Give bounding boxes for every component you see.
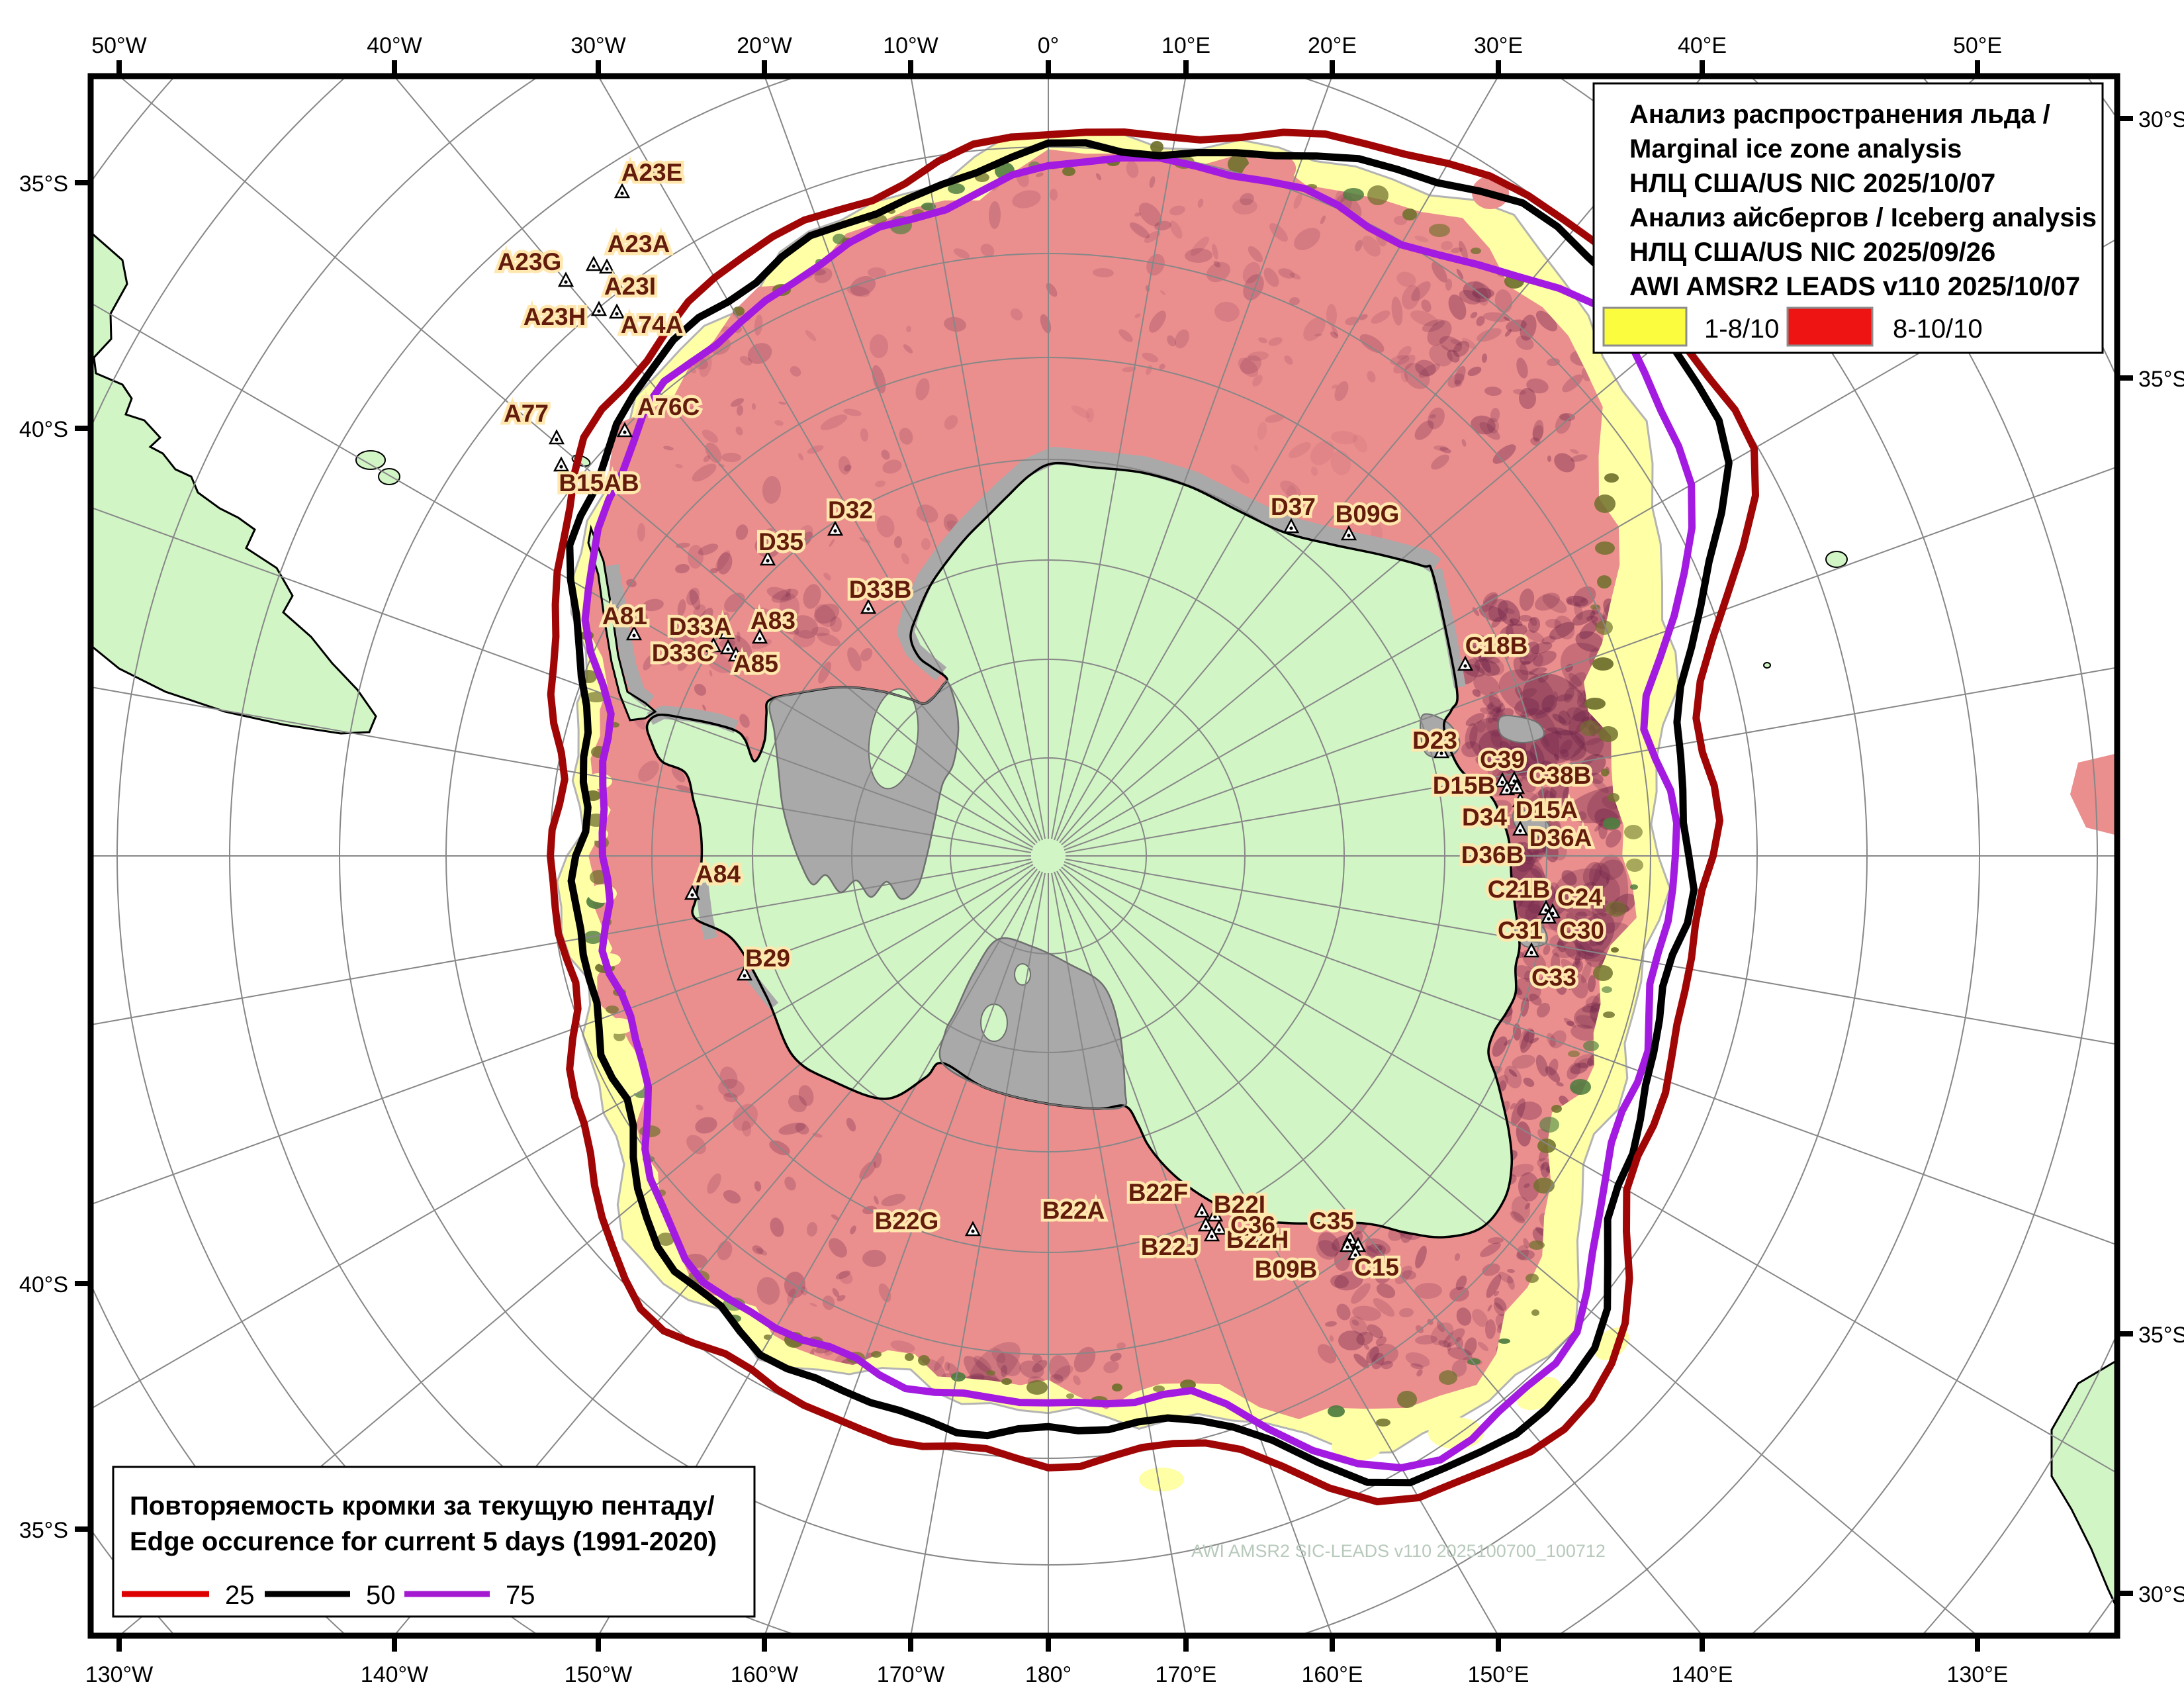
svg-text:Анализ распространения льда /: Анализ распространения льда /: [1629, 100, 2050, 129]
svg-text:B22A: B22A: [1042, 1197, 1105, 1224]
svg-text:B15AB: B15AB: [559, 469, 639, 496]
svg-text:B22I: B22I: [1214, 1191, 1265, 1218]
svg-text:D33C: D33C: [652, 639, 715, 667]
svg-text:A76C: A76C: [637, 393, 700, 420]
svg-text:Повторяемость кромки за текущу: Повторяемость кромки за текущую пентаду/: [130, 1491, 715, 1521]
svg-text:35°S: 35°S: [2138, 367, 2184, 392]
svg-text:AWI AMSR2 LEADS v110 2025/10/0: AWI AMSR2 LEADS v110 2025/10/07: [1629, 272, 2080, 301]
svg-text:140°W: 140°W: [361, 1662, 428, 1687]
svg-text:C33: C33: [1531, 964, 1576, 991]
svg-text:C18B: C18B: [1465, 632, 1528, 659]
svg-text:A85: A85: [733, 650, 778, 677]
svg-text:130°E: 130°E: [1946, 1662, 2008, 1687]
svg-text:C24: C24: [1557, 884, 1602, 911]
svg-text:35°S: 35°S: [19, 171, 68, 197]
svg-text:B22H: B22H: [1226, 1226, 1289, 1253]
svg-text:Анализ айсбергов / Iceberg ana: Анализ айсбергов / Iceberg analysis: [1629, 203, 2097, 232]
svg-text:A23G: A23G: [498, 248, 562, 275]
svg-text:20°W: 20°W: [737, 33, 792, 58]
svg-text:160°W: 160°W: [731, 1662, 798, 1687]
svg-text:НЛЦ США/US NIC 2025/10/07: НЛЦ США/US NIC 2025/10/07: [1629, 169, 1995, 198]
svg-text:D37: D37: [1271, 493, 1316, 520]
svg-text:A23A: A23A: [608, 230, 670, 258]
svg-text:170°W: 170°W: [877, 1662, 944, 1687]
svg-text:D33B: D33B: [849, 576, 912, 603]
svg-text:Edge occurence for current 5 d: Edge occurence for current 5 days (1991-…: [130, 1527, 717, 1556]
svg-text:A23H: A23H: [523, 303, 586, 330]
svg-text:30°E: 30°E: [1474, 33, 1523, 58]
svg-text:B22F: B22F: [1128, 1179, 1188, 1206]
svg-text:AWI AMSR2 SIC-LEADS v110 20251: AWI AMSR2 SIC-LEADS v110 2025100700_1007…: [1191, 1541, 1606, 1561]
svg-text:B22J: B22J: [1141, 1233, 1199, 1260]
svg-text:B22G: B22G: [875, 1207, 939, 1235]
svg-text:A23I: A23I: [604, 273, 656, 300]
svg-text:40°S: 40°S: [19, 1272, 68, 1297]
svg-text:A23E: A23E: [621, 159, 683, 186]
svg-text:B09G: B09G: [1336, 500, 1400, 528]
svg-text:C38B: C38B: [1529, 762, 1592, 789]
svg-text:150°W: 150°W: [565, 1662, 632, 1687]
svg-text:170°E: 170°E: [1155, 1662, 1216, 1687]
svg-text:D32: D32: [828, 496, 873, 524]
svg-text:НЛЦ США/US NIC 2025/09/26: НЛЦ США/US NIC 2025/09/26: [1629, 238, 1995, 267]
svg-text:A83: A83: [751, 607, 796, 634]
svg-text:A84: A84: [696, 861, 741, 888]
svg-text:50°W: 50°W: [91, 33, 147, 58]
svg-text:180°: 180°: [1025, 1662, 1071, 1687]
svg-text:50: 50: [366, 1581, 396, 1610]
svg-text:8-10/10: 8-10/10: [1893, 314, 1983, 344]
svg-text:D34: D34: [1462, 804, 1507, 831]
svg-text:140°E: 140°E: [1671, 1662, 1733, 1687]
svg-text:160°E: 160°E: [1301, 1662, 1363, 1687]
svg-text:A81: A81: [602, 602, 647, 630]
svg-text:150°E: 150°E: [1467, 1662, 1529, 1687]
svg-text:50°E: 50°E: [1953, 33, 2002, 58]
svg-text:30°S: 30°S: [2138, 1582, 2184, 1607]
svg-text:40°E: 40°E: [1678, 33, 1727, 58]
svg-text:D36A: D36A: [1529, 824, 1592, 851]
svg-text:D15B: D15B: [1433, 772, 1496, 799]
svg-text:10°E: 10°E: [1161, 33, 1210, 58]
svg-text:1-8/10: 1-8/10: [1704, 314, 1779, 344]
svg-text:35°S: 35°S: [2138, 1323, 2184, 1348]
svg-text:C31: C31: [1498, 917, 1543, 944]
svg-text:B29: B29: [745, 945, 790, 972]
svg-text:D36B: D36B: [1461, 841, 1524, 868]
svg-text:C21B: C21B: [1488, 876, 1551, 903]
svg-text:D33A: D33A: [669, 613, 732, 640]
svg-text:130°W: 130°W: [85, 1662, 153, 1687]
svg-text:D23: D23: [1412, 727, 1457, 754]
svg-text:C35: C35: [1309, 1207, 1354, 1235]
svg-text:10°W: 10°W: [883, 33, 938, 58]
svg-text:B09B: B09B: [1255, 1256, 1318, 1283]
svg-text:A77: A77: [504, 400, 549, 427]
svg-text:D35: D35: [758, 528, 803, 555]
svg-text:30°W: 30°W: [570, 33, 626, 58]
svg-text:25: 25: [225, 1581, 255, 1610]
svg-text:Marginal ice zone analysis: Marginal ice zone analysis: [1629, 134, 1962, 164]
svg-text:0°: 0°: [1038, 33, 1060, 58]
svg-text:C15: C15: [1354, 1254, 1399, 1281]
svg-text:35°S: 35°S: [19, 1518, 68, 1543]
svg-text:C39: C39: [1480, 746, 1525, 773]
svg-text:A74A: A74A: [621, 311, 684, 338]
svg-text:40°S: 40°S: [19, 417, 68, 442]
svg-text:40°W: 40°W: [367, 33, 422, 58]
svg-text:20°E: 20°E: [1308, 33, 1357, 58]
svg-text:D15A: D15A: [1516, 796, 1578, 823]
svg-text:C30: C30: [1559, 917, 1604, 944]
svg-text:75: 75: [506, 1581, 535, 1610]
svg-text:30°S: 30°S: [2138, 107, 2184, 132]
svg-text:C36: C36: [1230, 1211, 1275, 1239]
